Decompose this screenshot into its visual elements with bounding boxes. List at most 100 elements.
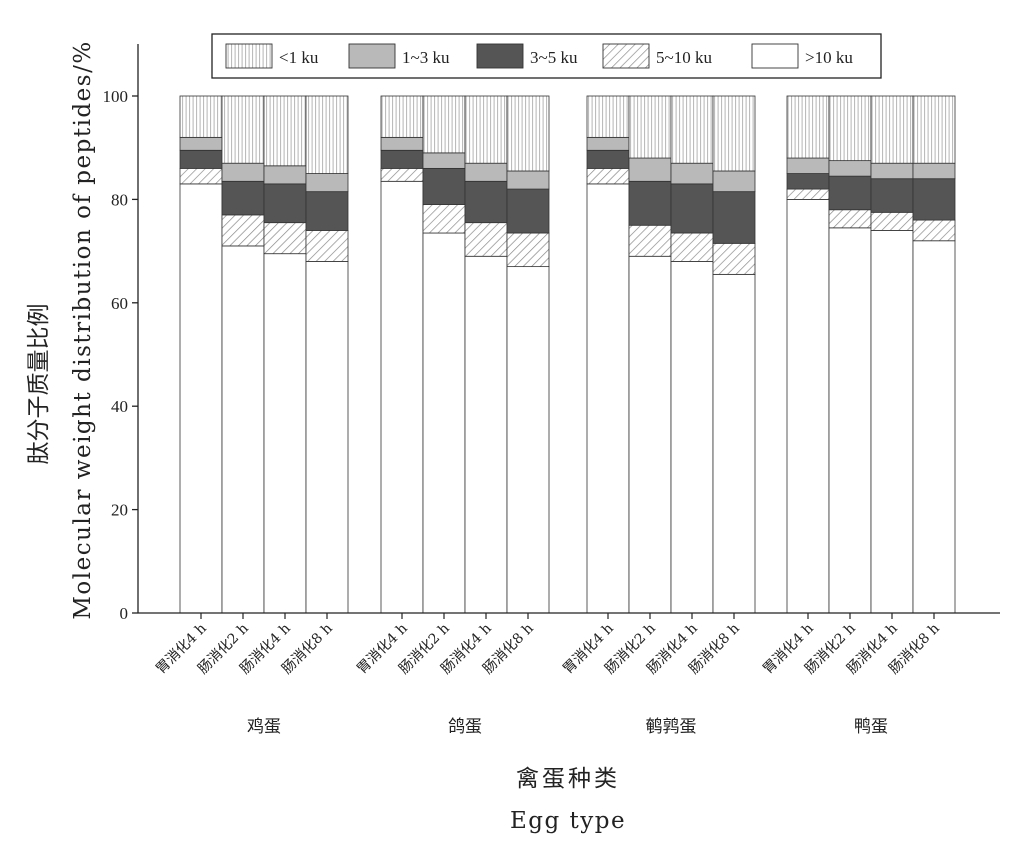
bar-segment [586, 149, 630, 169]
bar-segment [670, 162, 714, 185]
bar-segment [464, 180, 508, 224]
bar-segment [179, 167, 223, 185]
bar-segment [712, 170, 756, 193]
bar-segment [305, 173, 349, 193]
bar-segment [179, 183, 223, 614]
bar-segment [221, 180, 265, 216]
legend: <1 ku 1~3 ku 3~5 ku 5~10 ku >10 ku [211, 33, 882, 79]
bar-segment [586, 136, 630, 151]
bar-segment [828, 227, 872, 614]
bar-segment [912, 178, 956, 221]
legend-swatch [225, 43, 273, 69]
y-tick-label: 0 [120, 604, 129, 623]
bar-segment [221, 95, 265, 164]
bar-segment [263, 95, 307, 167]
bar-segment [912, 219, 956, 242]
x-group-label: 鸡蛋 [247, 717, 281, 737]
bar-segment [870, 162, 914, 180]
bar-segment [464, 222, 508, 257]
legend-swatch [348, 43, 396, 69]
bar-segment [506, 188, 550, 234]
bar-segment [179, 136, 223, 151]
x-axis-title-cn: 禽蛋种类 [516, 766, 620, 792]
bar-segment [586, 95, 630, 138]
legend-label: <1 ku [279, 48, 319, 67]
bar-segment [464, 255, 508, 614]
bar-segment [670, 95, 714, 164]
bar-segment [786, 95, 830, 159]
bar-segment [380, 95, 424, 138]
legend-label: 1~3 ku [402, 48, 450, 67]
bar-segment [263, 183, 307, 224]
bar-segment [422, 95, 466, 154]
bar-segment [380, 149, 424, 169]
y-axis-title-cn: 肽分子质量比例 [26, 304, 52, 465]
bar-segment [786, 188, 830, 200]
bar-segment [380, 136, 424, 151]
bar-segment [422, 232, 466, 614]
legend-swatch [602, 43, 650, 69]
bar-segment [422, 204, 466, 234]
bar-segment [870, 178, 914, 213]
bar-segment [506, 232, 550, 268]
bar-segment [263, 253, 307, 614]
bar-segment [506, 95, 550, 172]
bar-segment [305, 95, 349, 174]
y-tick-label: 60 [111, 294, 128, 313]
y-axis-title-en: Molecular weight distribution of peptide… [70, 40, 96, 619]
bar-segment [221, 214, 265, 247]
bar-segment [305, 261, 349, 614]
bar-segment [380, 167, 424, 182]
bar-segment [586, 183, 630, 614]
bar-segment [464, 162, 508, 182]
bar-segment [263, 165, 307, 185]
bar-segment [870, 95, 914, 164]
bar-segment [670, 183, 714, 234]
bar-segment [786, 157, 830, 174]
y-tick-label: 80 [111, 190, 128, 209]
legend-swatch [476, 43, 524, 69]
bar-segment [828, 175, 872, 211]
legend-label: 5~10 ku [656, 48, 712, 67]
bar-segment [179, 149, 223, 169]
bar-segment [628, 224, 672, 257]
bar-segment [912, 240, 956, 614]
bar-segment [506, 266, 550, 614]
bar-segment [380, 180, 424, 614]
bar-segment [586, 167, 630, 185]
bars [179, 95, 956, 614]
x-group-label: 鹌鹑蛋 [646, 717, 697, 737]
bar-segment [712, 191, 756, 244]
bar-segment [670, 232, 714, 262]
x-axis-title-en: Egg type [510, 808, 626, 834]
bar-segment [628, 255, 672, 614]
y-tick-label: 20 [111, 501, 128, 520]
bar-segment [628, 180, 672, 226]
y-tick-label: 40 [111, 397, 128, 416]
legend-label: >10 ku [805, 48, 853, 67]
y-axis: 0 20 40 60 80 100 [103, 44, 1000, 623]
bar-segment [179, 95, 223, 138]
bar-segment [828, 95, 872, 162]
bar-segment [221, 245, 265, 614]
bar-segment [870, 230, 914, 614]
legend-label: 3~5 ku [530, 48, 578, 67]
bar-segment [422, 167, 466, 205]
bar-segment [912, 95, 956, 164]
x-group-label: 鸭蛋 [854, 717, 888, 737]
bar-segment [712, 95, 756, 172]
bar-segment [506, 170, 550, 190]
bar-segment [628, 157, 672, 182]
bar-segment [712, 242, 756, 275]
bar-segment [628, 95, 672, 159]
bar-segment [464, 95, 508, 164]
y-tick-label: 100 [103, 87, 129, 106]
bar-segment [221, 162, 265, 182]
bar-segment [786, 198, 830, 614]
bar-segment [670, 261, 714, 614]
bar-segment [828, 160, 872, 177]
bar-segment [828, 209, 872, 229]
bar-segment [305, 230, 349, 262]
